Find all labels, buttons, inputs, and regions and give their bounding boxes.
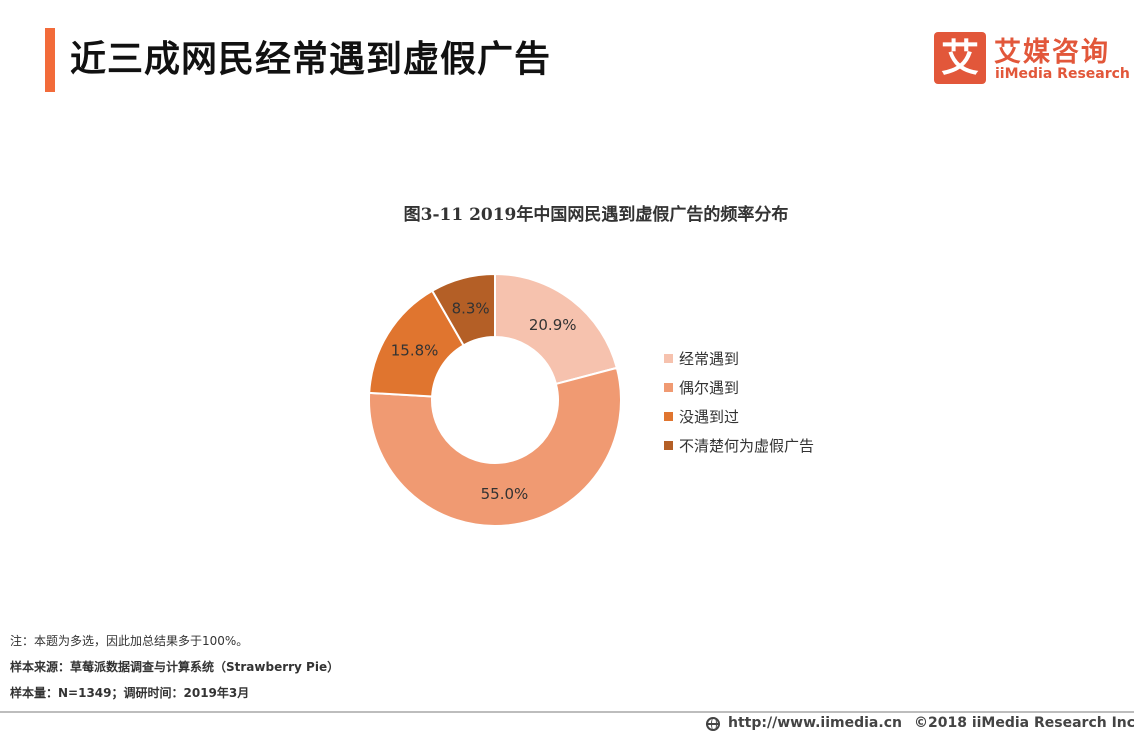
legend-swatch (664, 412, 673, 421)
brand-logo: 艾 艾媒咨询 iiMedia Research (934, 30, 1130, 86)
legend-label: 没遇到过 (679, 408, 740, 426)
sample-source: 样本来源：草莓派数据调查与计算系统（Strawberry Pie） (10, 660, 340, 674)
logo-name-cn: 艾媒咨询 (994, 37, 1110, 68)
note-text: 注：本题为多选，因此加总结果多于100%。 (10, 634, 249, 648)
legend-label: 经常遇到 (679, 350, 740, 368)
donut-slice (368, 366, 622, 527)
sample-size: 样本量：N=1349；调研时间：2019年3月 (10, 686, 250, 700)
title-accent-bar (45, 28, 55, 92)
logo-mark: 艾 (934, 32, 986, 84)
legend-swatch (664, 383, 673, 392)
chart-legend: 经常遇到偶尔遇到没遇到过不清楚何为虚假广告 (664, 344, 814, 460)
legend-item: 偶尔遇到 (664, 373, 814, 402)
chart-title: 图3-11 2019年中国网民遇到虚假广告的频率分布 (403, 205, 789, 225)
page-title: 近三成网民经常遇到虚假广告 (70, 39, 552, 80)
notes: 注：本题为多选，因此加总结果多于100%。 样本来源：草莓派数据调查与计算系统（… (10, 632, 339, 710)
footer: http://www.iimedia.cn ©2018 iiMedia Rese… (0, 713, 1134, 737)
legend-item: 没遇到过 (664, 402, 814, 431)
legend-swatch (664, 441, 673, 450)
footer-url[interactable]: http://www.iimedia.cn (728, 715, 902, 731)
slice-label: 55.0% (481, 485, 529, 503)
footer-divider (0, 711, 1134, 713)
legend-item: 不清楚何为虚假广告 (664, 431, 814, 460)
slice-label: 15.8% (391, 341, 439, 359)
legend-label: 偶尔遇到 (679, 379, 740, 397)
donut-slice (430, 272, 496, 347)
footer-copyright: ©2018 iiMedia Research Inc (914, 715, 1134, 731)
legend-label: 不清楚何为虚假广告 (679, 437, 815, 455)
slice-label: 8.3% (452, 300, 490, 318)
globe-icon (706, 717, 720, 731)
donut-slice (494, 272, 619, 386)
slice-label: 20.9% (529, 316, 577, 334)
logo-name-en: iiMedia Research (995, 66, 1130, 82)
legend-swatch (664, 354, 673, 363)
legend-item: 经常遇到 (664, 344, 814, 373)
donut-chart: 20.9% 55.0% 15.8% 8.3% (368, 272, 622, 527)
